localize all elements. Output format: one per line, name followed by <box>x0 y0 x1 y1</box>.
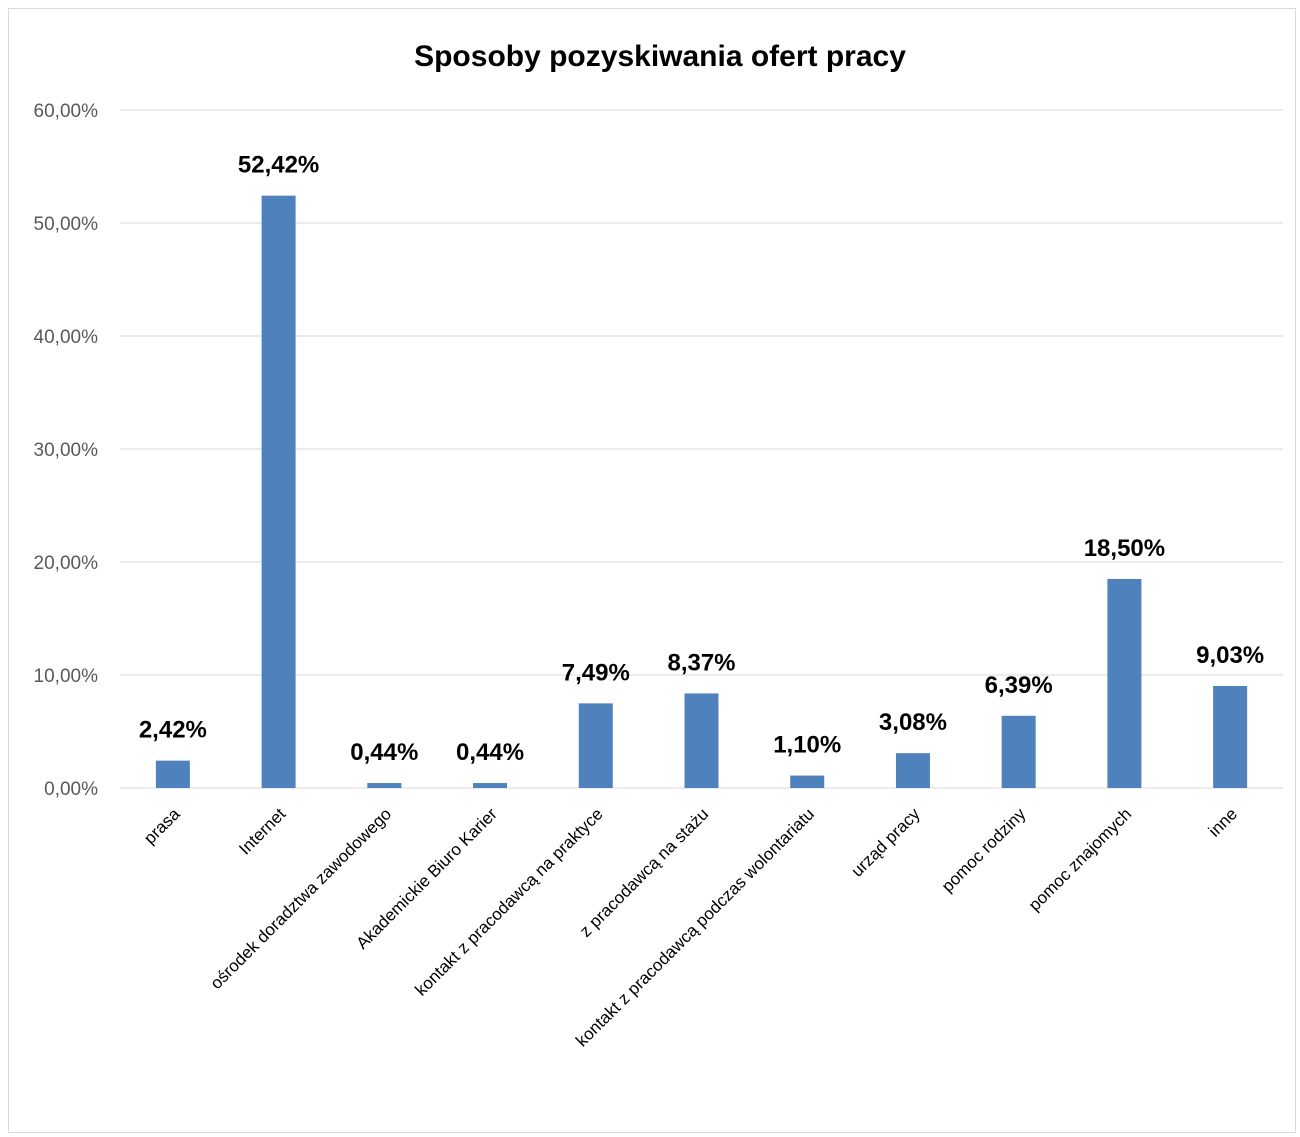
y-tick-label: 0,00% <box>44 779 98 800</box>
y-tick-label: 30,00% <box>34 440 99 461</box>
data-label: 52,42% <box>238 152 319 179</box>
data-label: 8,37% <box>667 649 735 676</box>
bar <box>1213 685 1248 788</box>
bar <box>1107 578 1142 788</box>
x-tick-label: inne <box>1205 804 1241 840</box>
x-tick-label: pomoc znajomych <box>1025 804 1135 914</box>
data-label: 0,44% <box>350 739 418 766</box>
bar <box>790 775 825 788</box>
bar <box>367 783 402 788</box>
bar <box>578 703 613 788</box>
data-label: 6,39% <box>985 672 1053 699</box>
bar <box>684 693 719 788</box>
bar <box>155 760 190 788</box>
data-label: 0,44% <box>456 739 524 766</box>
bar <box>895 753 930 788</box>
y-axis: 0,00% 10,00% 20,00% 30,00% 40,00% 50,00% 60,00… <box>34 101 99 800</box>
x-tick-label: kontakt z pracodawcą na praktyce <box>411 804 606 999</box>
data-label: 18,50% <box>1084 535 1165 562</box>
chart-frame <box>8 8 1296 1133</box>
y-tick-label: 10,00% <box>34 666 99 687</box>
data-label: 3,08% <box>879 709 947 736</box>
y-tick-label: 60,00% <box>34 101 99 122</box>
x-tick-label: Internet <box>235 804 289 858</box>
chart-title: Sposoby pozyskiwania ofert pracy <box>414 40 906 73</box>
data-label: 9,03% <box>1196 642 1264 669</box>
bar <box>473 783 508 788</box>
bars <box>155 195 1248 789</box>
y-tick-label: 40,00% <box>34 327 99 348</box>
x-tick-label: prasa <box>140 804 184 848</box>
data-labels: 2,42% 52,42% 0,44% 0,44% 7,49% 8,37% 1,10% 3,08… <box>139 152 1264 766</box>
bar <box>261 195 296 789</box>
data-label: 2,42% <box>139 717 207 744</box>
y-tick-label: 50,00% <box>34 214 99 235</box>
y-tick-label: 20,00% <box>34 553 99 574</box>
data-label: 7,49% <box>562 659 630 686</box>
x-tick-label: kontakt z pracodawcą podczas wolontariat… <box>572 804 818 1050</box>
x-tick-label: ośrodek doradztwa zawodowego <box>207 804 396 993</box>
x-tick-label: pomoc rodziny <box>938 804 1030 896</box>
grid-lines <box>120 109 1283 789</box>
bar <box>1001 715 1036 788</box>
x-tick-label: urząd pracy <box>848 804 925 881</box>
data-label: 1,10% <box>773 732 841 759</box>
